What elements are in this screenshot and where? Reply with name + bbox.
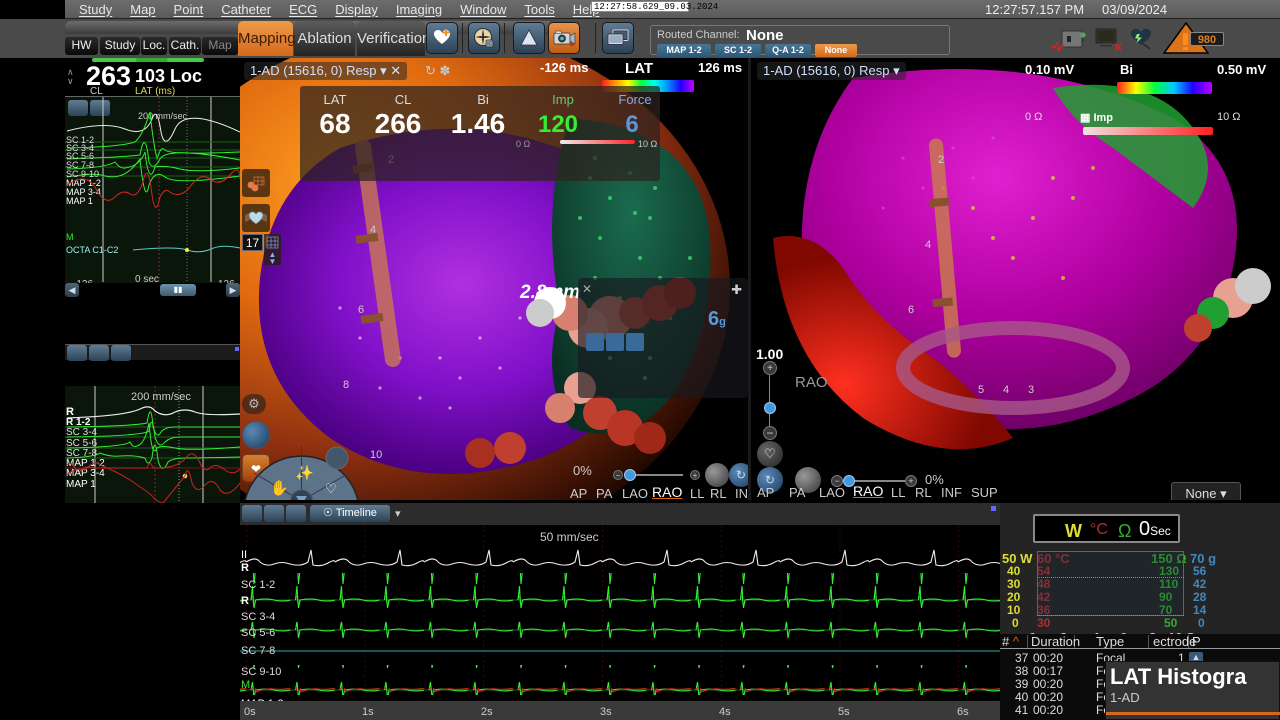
svg-text:♡: ♡ xyxy=(325,481,337,496)
svg-text:SC 7-8: SC 7-8 xyxy=(241,645,275,657)
svg-text:R: R xyxy=(241,562,249,574)
svg-text:2.8mm: 2.8mm xyxy=(519,282,580,303)
svg-text:10: 10 xyxy=(370,449,382,461)
svg-text:3: 3 xyxy=(1028,384,1034,396)
svg-text:OCTA C1-C2: OCTA C1-C2 xyxy=(66,245,118,255)
svg-text:M: M xyxy=(241,679,250,691)
svg-text:2: 2 xyxy=(938,154,944,166)
svg-text:4: 4 xyxy=(925,239,931,251)
svg-text:6: 6 xyxy=(908,304,914,316)
svg-text:50 mm/sec: 50 mm/sec xyxy=(540,530,599,544)
svg-text:MAP 1: MAP 1 xyxy=(66,479,96,490)
svg-text:MAP 1: MAP 1 xyxy=(66,196,93,206)
svg-text:M: M xyxy=(66,232,74,242)
svg-text:SC 5-6: SC 5-6 xyxy=(241,627,275,639)
svg-text:5: 5 xyxy=(978,384,984,396)
svg-text:R: R xyxy=(241,595,249,607)
svg-text:6: 6 xyxy=(358,304,364,316)
svg-text:4: 4 xyxy=(370,224,376,236)
svg-text:SC 3-4: SC 3-4 xyxy=(241,611,275,623)
svg-text:IC: IC xyxy=(487,42,492,48)
svg-text:8: 8 xyxy=(343,379,349,391)
svg-text:SC 9-10: SC 9-10 xyxy=(241,666,281,678)
svg-text:200 mm/sec: 200 mm/sec xyxy=(138,111,188,121)
svg-text:✋: ✋ xyxy=(270,479,289,497)
svg-text:200 mm/sec: 200 mm/sec xyxy=(131,391,191,403)
svg-text:✨: ✨ xyxy=(295,464,314,482)
svg-text:SC 1-2: SC 1-2 xyxy=(241,579,275,591)
svg-text:II: II xyxy=(241,549,247,561)
svg-text:4: 4 xyxy=(1003,384,1009,396)
